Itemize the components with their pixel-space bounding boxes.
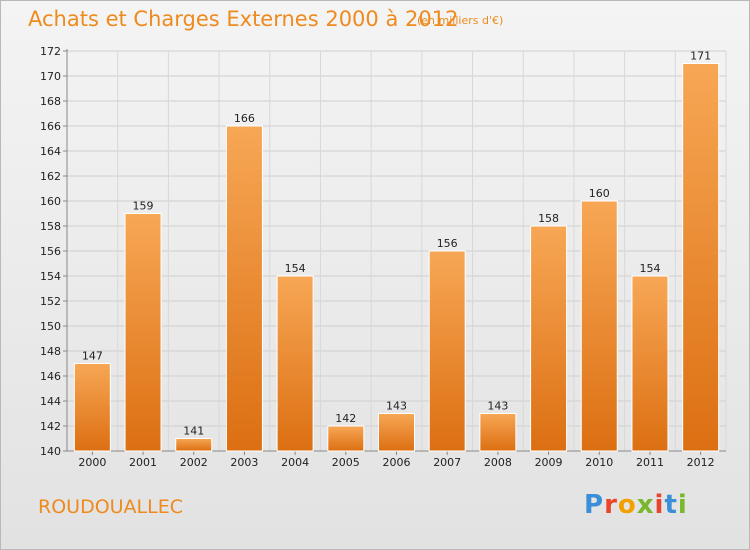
- axes: [63, 49, 726, 455]
- y-tick-label: 166: [40, 120, 61, 133]
- bar-value-label: 159: [133, 200, 154, 213]
- x-tick-label: 2010: [585, 456, 613, 469]
- y-tick-label: 164: [40, 145, 61, 158]
- x-tick-label: 2009: [535, 456, 563, 469]
- logo-letter: r: [604, 490, 618, 520]
- commune-name: ROUDOUALLEC: [38, 496, 183, 518]
- bar: [530, 225, 568, 452]
- y-tick-label: 142: [40, 420, 61, 433]
- bar: [124, 213, 162, 452]
- bar: [631, 275, 669, 452]
- bar: [225, 125, 263, 452]
- logo-letter: x: [636, 490, 655, 520]
- bar-value-label: 147: [82, 350, 103, 363]
- bars: [73, 63, 720, 452]
- y-tick-label: 168: [40, 95, 61, 108]
- proxiti-logo: Proxiti: [584, 490, 688, 520]
- y-tick-label: 156: [40, 245, 61, 258]
- x-tick-label: 2005: [332, 456, 360, 469]
- y-tick-label: 158: [40, 220, 61, 233]
- logo-letter: t: [664, 490, 678, 520]
- x-tick-label: 2001: [129, 456, 157, 469]
- x-tick-label: 2006: [383, 456, 411, 469]
- x-tick-label: 2011: [636, 456, 664, 469]
- bar: [175, 438, 213, 452]
- logo-letter: i: [677, 490, 688, 520]
- x-tick-label: 2007: [433, 456, 461, 469]
- bar-value-label: 160: [589, 187, 610, 200]
- y-tick-label: 154: [40, 270, 61, 283]
- chart-unit: (en milliers d'€): [417, 14, 504, 27]
- bar-value-label: 142: [335, 412, 356, 425]
- bar-value-label: 154: [639, 262, 660, 275]
- y-tick-label: 140: [40, 445, 61, 458]
- y-tick-label: 172: [40, 45, 61, 58]
- chart-title: Achats et Charges Externes 2000 à 2012: [28, 7, 459, 31]
- y-tick-label: 146: [40, 370, 61, 383]
- y-tick-label: 144: [40, 395, 61, 408]
- x-tick-label: 2000: [78, 456, 106, 469]
- x-tick-label: 2002: [180, 456, 208, 469]
- y-tick-label: 160: [40, 195, 61, 208]
- logo-letter: o: [617, 490, 637, 520]
- logo-letter: i: [654, 490, 665, 520]
- bar: [580, 200, 618, 452]
- bar-value-label: 143: [487, 400, 508, 413]
- x-tick-label: 2012: [687, 456, 715, 469]
- x-tick-label: 2003: [230, 456, 258, 469]
- bar-value-label: 171: [690, 50, 711, 63]
- x-tick-label: 2008: [484, 456, 512, 469]
- y-tick-label: 150: [40, 320, 61, 333]
- bar: [428, 250, 466, 452]
- bar: [479, 413, 517, 452]
- bar-value-label: 154: [285, 262, 306, 275]
- bar: [682, 63, 720, 452]
- bar: [276, 275, 314, 452]
- y-tick-label: 152: [40, 295, 61, 308]
- x-tick-label: 2004: [281, 456, 309, 469]
- y-tick-label: 148: [40, 345, 61, 358]
- labels: 140 142 144 146 148 150 152 154 156 158 160 162 164 1…: [40, 45, 715, 469]
- bar-value-label: 143: [386, 400, 407, 413]
- grid-lines: [66, 50, 727, 452]
- bar: [327, 425, 365, 452]
- bar: [378, 413, 415, 452]
- bar: [73, 363, 111, 452]
- bar-value-label: 158: [538, 212, 559, 225]
- bar-value-label: 156: [437, 237, 458, 250]
- bar-value-label: 141: [183, 425, 204, 438]
- y-tick-label: 162: [40, 170, 61, 183]
- y-tick-label: 170: [40, 70, 61, 83]
- logo-letter: P: [584, 490, 605, 520]
- bar-value-label: 166: [234, 112, 255, 125]
